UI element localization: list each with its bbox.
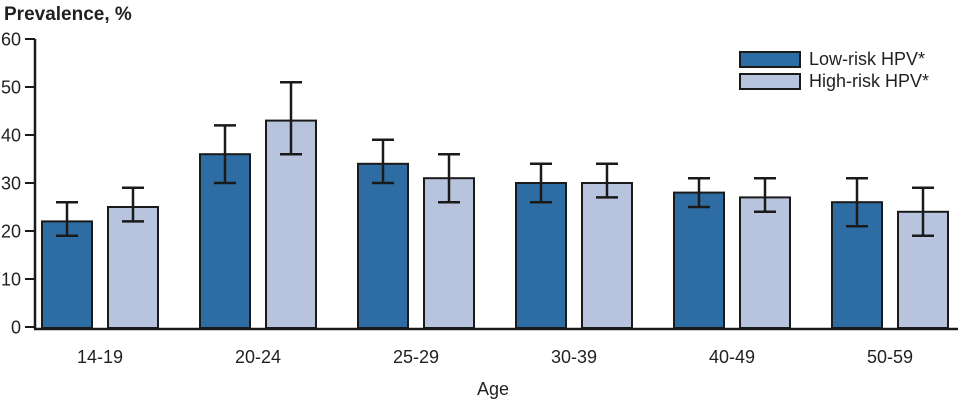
- x-tick-label-30-39: 30-39: [551, 347, 597, 367]
- x-tick-label-14-19: 14-19: [77, 347, 123, 367]
- legend-item-low-risk: Low-risk HPV*: [739, 50, 929, 68]
- y-tick-label-50: 50: [1, 78, 21, 98]
- x-tick-label-20-24: 20-24: [235, 347, 281, 367]
- legend-label-low-risk: Low-risk HPV*: [809, 49, 926, 69]
- bar-low-risk-40-49: [673, 191, 725, 329]
- bar-high-risk-14-19: [107, 206, 159, 329]
- bar-high-risk-40-49: [739, 196, 791, 329]
- bar-low-risk-14-19: [41, 220, 93, 329]
- bar-high-risk-30-39: [581, 182, 633, 329]
- bar-low-risk-30-39: [515, 182, 567, 329]
- y-tick-label-10: 10: [1, 270, 21, 290]
- y-tick-label-60: 60: [1, 30, 21, 50]
- y-axis-title: Prevalence, %: [4, 4, 132, 25]
- y-tick-label-40: 40: [1, 126, 21, 146]
- y-tick-label-0: 0: [11, 318, 21, 338]
- x-tick-label-40-49: 40-49: [709, 347, 755, 367]
- legend-swatch-low-risk: [739, 50, 801, 68]
- y-tick-label-20: 20: [1, 222, 21, 242]
- x-tick-label-25-29: 25-29: [393, 347, 439, 367]
- x-axis-title: Age: [477, 379, 509, 399]
- legend-swatch-high-risk: [739, 72, 801, 90]
- legend-item-high-risk: High-risk HPV*: [739, 72, 929, 90]
- bar-low-risk-25-29: [357, 162, 409, 329]
- legend: Low-risk HPV* High-risk HPV*: [739, 50, 929, 90]
- x-tick-label-50-59: 50-59: [867, 347, 913, 367]
- y-tick-label-30: 30: [1, 174, 21, 194]
- legend-label-high-risk: High-risk HPV*: [809, 71, 930, 91]
